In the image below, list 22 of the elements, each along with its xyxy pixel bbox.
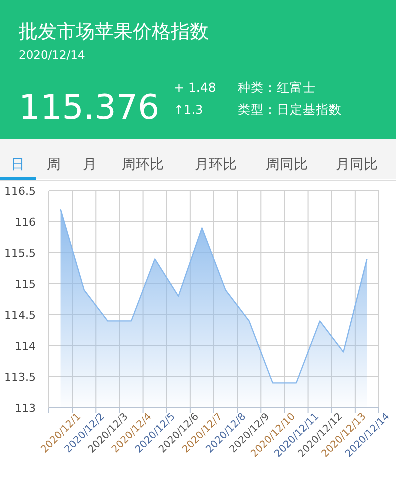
text: 月同比 (336, 157, 378, 173)
text: 月环比 (195, 157, 237, 173)
chart-title: 批发市场苹果价格指数 (19, 21, 209, 43)
text: + 1.48 (174, 80, 216, 95)
y-tick-label: 116 (15, 216, 36, 229)
text: 种类：红富士 (238, 80, 316, 95)
text: 日 (11, 157, 25, 173)
text: 月 (83, 157, 97, 173)
y-tick-label: 113 (15, 402, 36, 415)
y-tick-label: 114.5 (4, 308, 36, 322)
y-tick-label: 115.5 (4, 246, 36, 260)
chart-subtitle: 2020/12/14 (19, 48, 86, 62)
y-tick-label: 116.5 (4, 184, 36, 198)
text: 115.376 (19, 88, 160, 128)
text: 类型：日定基指数 (238, 102, 342, 117)
y-tick-label: 115 (15, 278, 36, 291)
text: ↑1.3 (174, 103, 204, 117)
text: 周环比 (122, 157, 164, 173)
y-tick-label: 114 (15, 340, 36, 353)
y-tick-label: 113.5 (4, 370, 36, 384)
text: 周 (47, 157, 61, 173)
text: 周同比 (266, 157, 308, 173)
